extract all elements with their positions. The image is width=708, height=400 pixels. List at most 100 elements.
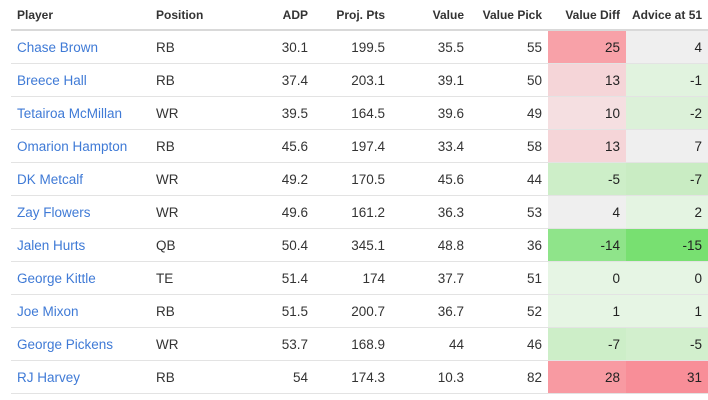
value-cell: 39.1: [391, 63, 470, 97]
value-pick-cell: 50: [470, 63, 548, 97]
value-pick-cell: 52: [470, 294, 548, 328]
table-row: Omarion Hampton RB 45.6 197.4 33.4 58 13 7: [11, 129, 708, 163]
position-cell: WR: [150, 162, 228, 196]
value-cell: 45.6: [391, 162, 470, 196]
adp-cell: 54: [228, 360, 314, 394]
position-cell: RB: [150, 63, 228, 97]
value-cell: 39.6: [391, 96, 470, 130]
table-row: Joe Mixon RB 51.5 200.7 36.7 52 1 1: [11, 294, 708, 328]
table-row: George Pickens WR 53.7 168.9 44 46 -7 -5: [11, 327, 708, 361]
value-pick-cell: 55: [470, 30, 548, 64]
proj-pts-cell: 174: [314, 261, 391, 295]
header-proj-pts[interactable]: Proj. Pts: [314, 0, 391, 31]
position-cell: RB: [150, 30, 228, 64]
player-name[interactable]: George Pickens: [11, 327, 150, 361]
value-diff-cell: 1: [548, 294, 626, 328]
player-name[interactable]: George Kittle: [11, 261, 150, 295]
value-cell: 33.4: [391, 129, 470, 163]
value-pick-cell: 49: [470, 96, 548, 130]
player-name[interactable]: Breece Hall: [11, 63, 150, 97]
table-header-row: Player Position ADP Proj. Pts Value Valu…: [11, 0, 708, 31]
value-pick-cell: 82: [470, 360, 548, 394]
player-name[interactable]: Joe Mixon: [11, 294, 150, 328]
player-name[interactable]: Tetairoa McMillan: [11, 96, 150, 130]
position-cell: TE: [150, 261, 228, 295]
value-diff-cell: 28: [548, 360, 626, 394]
value-diff-cell: 13: [548, 129, 626, 163]
header-position[interactable]: Position: [150, 0, 228, 31]
proj-pts-cell: 170.5: [314, 162, 391, 196]
value-cell: 36.7: [391, 294, 470, 328]
proj-pts-cell: 203.1: [314, 63, 391, 97]
advice-cell: 1: [626, 294, 708, 328]
value-cell: 37.7: [391, 261, 470, 295]
adp-cell: 49.2: [228, 162, 314, 196]
value-diff-cell: 4: [548, 195, 626, 229]
player-name[interactable]: DK Metcalf: [11, 162, 150, 196]
header-advice[interactable]: Advice at 51: [626, 0, 708, 31]
proj-pts-cell: 174.3: [314, 360, 391, 394]
value-pick-cell: 58: [470, 129, 548, 163]
header-value-pick[interactable]: Value Pick: [470, 0, 548, 31]
advice-cell: 7: [626, 129, 708, 163]
position-cell: RB: [150, 360, 228, 394]
adp-cell: 39.5: [228, 96, 314, 130]
player-name[interactable]: Omarion Hampton: [11, 129, 150, 163]
advice-cell: -2: [626, 96, 708, 130]
advice-cell: 2: [626, 195, 708, 229]
proj-pts-cell: 200.7: [314, 294, 391, 328]
position-cell: QB: [150, 228, 228, 262]
proj-pts-cell: 197.4: [314, 129, 391, 163]
adp-cell: 45.6: [228, 129, 314, 163]
player-name[interactable]: Chase Brown: [11, 30, 150, 64]
header-value-diff[interactable]: Value Diff: [548, 0, 626, 31]
value-diff-cell: -14: [548, 228, 626, 262]
position-cell: RB: [150, 294, 228, 328]
adp-cell: 37.4: [228, 63, 314, 97]
value-cell: 10.3: [391, 360, 470, 394]
advice-cell: -5: [626, 327, 708, 361]
table-row: RJ Harvey RB 54 174.3 10.3 82 28 31: [11, 360, 708, 394]
position-cell: WR: [150, 195, 228, 229]
value-diff-cell: -5: [548, 162, 626, 196]
proj-pts-cell: 199.5: [314, 30, 391, 64]
value-cell: 35.5: [391, 30, 470, 64]
advice-cell: -1: [626, 63, 708, 97]
position-cell: RB: [150, 129, 228, 163]
adp-cell: 53.7: [228, 327, 314, 361]
value-pick-cell: 44: [470, 162, 548, 196]
value-pick-cell: 51: [470, 261, 548, 295]
player-value-table: Player Position ADP Proj. Pts Value Valu…: [11, 0, 708, 394]
adp-cell: 51.4: [228, 261, 314, 295]
adp-cell: 50.4: [228, 228, 314, 262]
player-name[interactable]: Jalen Hurts: [11, 228, 150, 262]
header-player[interactable]: Player: [11, 0, 150, 31]
table-row: Tetairoa McMillan WR 39.5 164.5 39.6 49 10 -2: [11, 96, 708, 130]
advice-cell: 31: [626, 360, 708, 394]
value-cell: 36.3: [391, 195, 470, 229]
header-value[interactable]: Value: [391, 0, 470, 31]
proj-pts-cell: 164.5: [314, 96, 391, 130]
table-row: Chase Brown RB 30.1 199.5 35.5 55 25 4: [11, 30, 708, 64]
adp-cell: 51.5: [228, 294, 314, 328]
table-row: Zay Flowers WR 49.6 161.2 36.3 53 4 2: [11, 195, 708, 229]
value-diff-cell: 0: [548, 261, 626, 295]
value-cell: 48.8: [391, 228, 470, 262]
player-name[interactable]: Zay Flowers: [11, 195, 150, 229]
value-diff-cell: 10: [548, 96, 626, 130]
advice-cell: -7: [626, 162, 708, 196]
player-name[interactable]: RJ Harvey: [11, 360, 150, 394]
proj-pts-cell: 345.1: [314, 228, 391, 262]
table-row: DK Metcalf WR 49.2 170.5 45.6 44 -5 -7: [11, 162, 708, 196]
advice-cell: -15: [626, 228, 708, 262]
proj-pts-cell: 168.9: [314, 327, 391, 361]
table-row: Jalen Hurts QB 50.4 345.1 48.8 36 -14 -15: [11, 228, 708, 262]
header-adp[interactable]: ADP: [228, 0, 314, 31]
advice-cell: 4: [626, 30, 708, 64]
value-diff-cell: 13: [548, 63, 626, 97]
value-pick-cell: 36: [470, 228, 548, 262]
position-cell: WR: [150, 96, 228, 130]
value-diff-cell: -7: [548, 327, 626, 361]
table-row: Breece Hall RB 37.4 203.1 39.1 50 13 -1: [11, 63, 708, 97]
